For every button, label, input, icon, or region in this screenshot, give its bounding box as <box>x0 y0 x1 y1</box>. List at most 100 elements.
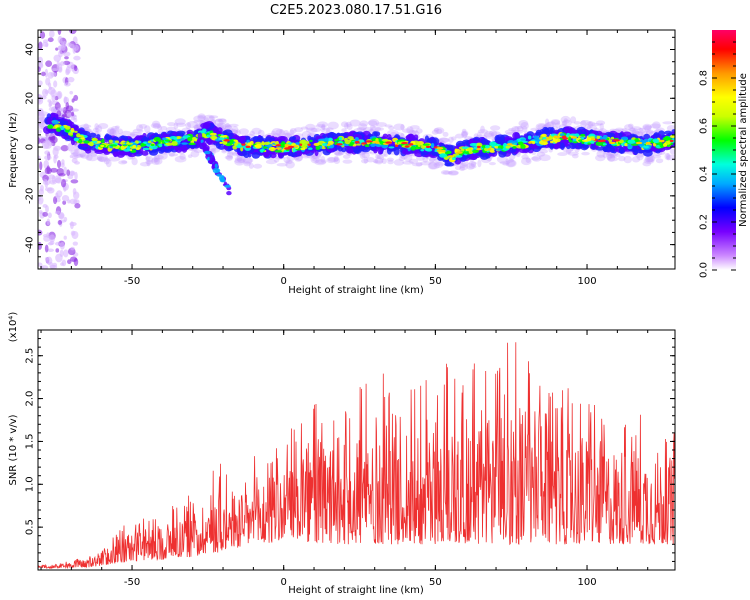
spectrogram-scatter-blob <box>74 148 80 156</box>
spectrogram-halo-blob <box>203 114 215 122</box>
spectrogram-core-blob <box>280 145 284 148</box>
spectrogram-scatter-blob <box>58 50 63 58</box>
spectrogram-halo-blob <box>433 127 440 132</box>
spectrogram-halo-blob <box>242 157 253 165</box>
spectrogram-halo-blob <box>454 165 462 171</box>
spectrogram-core-blob <box>663 143 668 147</box>
spectrogram-scatter-blob <box>56 60 60 69</box>
spectrogram-core-blob <box>234 142 238 146</box>
spectrogram-halo-blob <box>602 151 607 159</box>
spectrogram-halo-blob <box>631 126 642 131</box>
spectrogram-core-blob <box>364 144 370 148</box>
spectrogram-core-blob <box>339 136 343 141</box>
spectrogram-core-blob <box>555 138 561 143</box>
spectrogram-core-blob <box>209 132 217 136</box>
spectrogram-y-tick-label: -20 <box>25 188 36 204</box>
spectrogram-halo-blob <box>283 156 291 164</box>
spectrogram-peak-blob <box>336 143 343 146</box>
spectrogram-core-blob <box>83 140 90 144</box>
spectrogram-scatter-blob <box>56 190 63 198</box>
spectrogram-halo-blob <box>300 126 309 130</box>
spectrogram-core-blob <box>667 140 671 145</box>
spectrogram-halo-blob <box>581 151 590 156</box>
spectrogram-core-blob <box>653 140 660 143</box>
spectrogram-halo-blob <box>555 122 561 129</box>
spectrogram-scatter-blob <box>39 210 43 215</box>
spectrogram-core-blob <box>415 146 422 150</box>
spectrogram-halo-blob <box>85 153 93 161</box>
spectrogram-halo-blob <box>285 160 295 169</box>
spectrogram-halo-blob <box>642 161 652 167</box>
spectrogram-halo-blob <box>118 160 128 165</box>
spectrogram-halo-blob <box>511 126 520 135</box>
spectrogram-band-blob <box>633 147 639 156</box>
spectrogram-band-blob <box>102 148 109 154</box>
spectrogram-branch-blob <box>200 139 204 144</box>
spectrogram-band-blob <box>426 138 433 143</box>
spectrogram-halo-blob <box>38 129 42 134</box>
colorbar-ticks: 0.0 0.2 0.4 0.6 0.8 <box>699 41 736 278</box>
spectrogram-halo-blob <box>193 115 205 123</box>
spectrogram-scatter-blob <box>47 82 52 88</box>
spectrogram-halo-blob <box>227 151 239 155</box>
spectrogram-core-blob <box>466 147 472 152</box>
spectrogram-halo-blob <box>627 128 638 132</box>
spectrogram-band-blob <box>215 141 221 149</box>
spectrogram-halo-blob <box>153 157 160 165</box>
spectrogram-band-blob <box>602 146 613 152</box>
spectrogram-halo-blob <box>109 128 115 137</box>
spectrogram-band-blob <box>203 121 211 129</box>
spectrogram-halo-blob <box>525 157 531 163</box>
spectrogram-halo-blob <box>386 157 394 162</box>
spectrogram-core-blob <box>518 141 524 146</box>
spectrogram-core-blob <box>644 145 649 149</box>
spectrogram-halo-blob <box>609 153 621 158</box>
spectrogram-halo-blob <box>187 154 193 159</box>
spectrogram-peak-blob <box>436 147 444 150</box>
spectrogram-core-blob <box>430 142 435 148</box>
spectrogram-core-blob <box>313 142 320 146</box>
spectrogram-peak-blob <box>354 140 360 144</box>
spectrogram-halo-blob <box>429 157 435 163</box>
spectrogram-peak-blob <box>394 144 399 147</box>
spectrogram-core-blob <box>630 143 639 146</box>
spectrogram-halo-blob <box>174 155 187 163</box>
spectrogram-band-blob <box>327 132 334 139</box>
spectrogram-halo-blob <box>270 130 276 136</box>
spectrogram-peak-blob <box>553 135 558 138</box>
spectrogram-core-blob <box>169 135 178 140</box>
spectrogram-core-blob <box>397 141 402 145</box>
spectrogram-core-blob <box>370 143 376 147</box>
spectrogram-peak-blob <box>275 144 282 147</box>
spectrogram-scatter-blob <box>54 241 61 246</box>
spectrogram-branch-blob <box>220 175 225 182</box>
spectrogram-scatter-blob <box>73 44 79 51</box>
spectrogram-core-blob <box>469 142 477 147</box>
spectrogram-halo-blob <box>595 120 606 126</box>
spectrogram-scatter-blob <box>44 257 50 261</box>
spectrogram-branch-blob <box>214 163 218 169</box>
spectrogram-halo-blob <box>466 162 475 170</box>
spectrogram-core-blob <box>217 134 222 137</box>
spectrogram-halo-blob <box>139 161 150 167</box>
spectrogram-halo-blob <box>97 123 109 129</box>
spectrogram-halo-blob <box>109 127 119 135</box>
spectrogram-band-blob <box>607 132 612 138</box>
spectrogram-halo-blob <box>375 122 387 127</box>
spectrogram-scatter-blob <box>56 160 62 169</box>
spectrogram-halo-blob <box>243 161 251 167</box>
spectrogram-halo-blob <box>83 123 90 131</box>
colorbar: 0.0 0.2 0.4 0.6 0.8 Normalized spectral ampl… <box>699 30 749 278</box>
spectrogram-halo-blob <box>117 128 123 135</box>
spectrogram-halo-blob <box>279 129 284 137</box>
spectrogram-peak-blob <box>327 143 331 146</box>
spectrogram-band-blob <box>364 135 370 140</box>
spectrogram-core-blob <box>455 155 463 158</box>
spectrogram-halo-blob <box>376 155 381 160</box>
spectrogram-scatter-blob <box>71 111 75 117</box>
spectrogram-halo-blob <box>121 160 128 164</box>
spectrogram-halo-blob <box>234 157 245 166</box>
spectrogram-scatter-blob <box>58 173 66 177</box>
spectrogram-band-blob <box>643 133 651 140</box>
spectrogram-halo-blob <box>248 162 254 169</box>
